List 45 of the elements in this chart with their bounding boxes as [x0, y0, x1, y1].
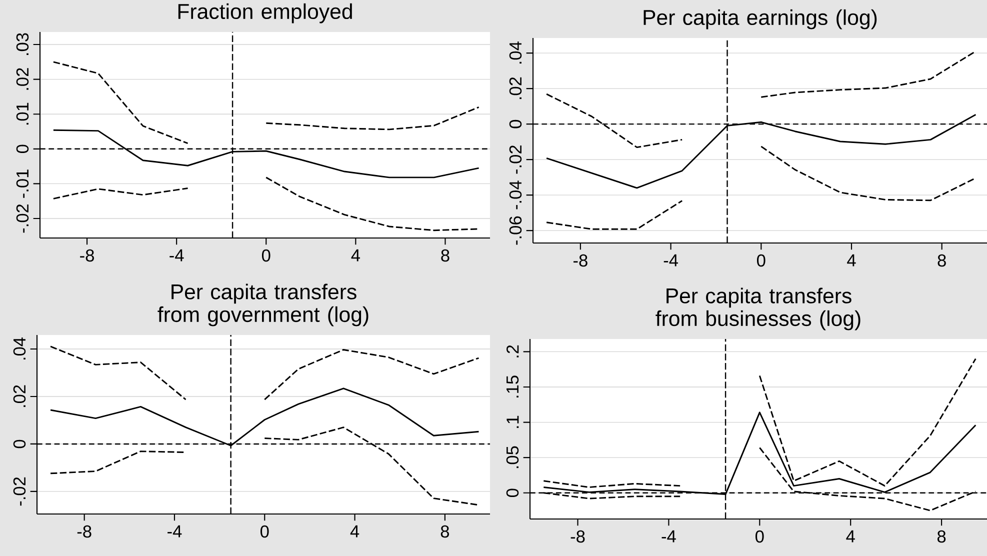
x-tick-label: -8	[77, 525, 92, 538]
y-tick-label: .02	[13, 385, 26, 407]
chart-title: Per capita transfers from government (log)	[158, 284, 368, 326]
x-tick-label: -4	[168, 525, 182, 538]
chart-title: Fraction employed	[178, 3, 352, 24]
x-tick-label: 4	[847, 254, 856, 266]
y-tick-label: 0	[509, 120, 522, 128]
y-tick-label: -.01	[16, 170, 29, 198]
x-tick-label: 4	[351, 249, 360, 262]
y-tick-label: .04	[509, 42, 522, 64]
x-tick-label: -4	[664, 254, 678, 266]
y-tick-label: .1	[506, 416, 519, 428]
y-tick-label: .02	[16, 68, 29, 90]
chart-title: Per capita transfers from businesses (log)	[656, 288, 860, 330]
x-tick-label: -4	[662, 530, 676, 542]
x-tick-label: 4	[350, 525, 360, 538]
x-tick-label: 8	[441, 249, 450, 262]
y-tick-label: .15	[506, 376, 519, 398]
y-tick-label: 0	[506, 488, 519, 498]
y-tick-label: .01	[16, 102, 29, 125]
x-tick-label: 8	[937, 530, 946, 543]
x-tick-label: -8	[570, 530, 585, 543]
y-tick-label: .03	[16, 33, 29, 55]
x-tick-label: 8	[440, 525, 449, 538]
y-tick-label: .2	[506, 345, 519, 358]
y-tick-label: -.02	[13, 477, 26, 506]
y-tick-label: -.02	[16, 204, 29, 233]
x-tick-label: 0	[756, 530, 764, 543]
y-tick-label: .05	[506, 446, 519, 468]
y-tick-label: 0	[13, 440, 26, 448]
y-tick-label: 0	[16, 144, 29, 154]
x-tick-label: 4	[846, 530, 855, 542]
x-tick-label: 0	[260, 525, 269, 538]
x-tick-label: 8	[938, 254, 946, 267]
y-tick-label: -.02	[509, 146, 522, 174]
x-tick-label: -8	[80, 249, 94, 262]
y-tick-label: .04	[13, 337, 26, 360]
y-tick-label: -.06	[509, 216, 522, 245]
y-tick-label: .02	[509, 77, 522, 100]
x-tick-label: 0	[262, 249, 270, 262]
x-tick-label: -4	[170, 249, 184, 262]
y-tick-label: -.04	[509, 180, 522, 210]
x-tick-label: 0	[756, 254, 766, 267]
chart-title: Per capita earnings (log)	[644, 9, 877, 30]
x-tick-label: -8	[574, 254, 588, 267]
